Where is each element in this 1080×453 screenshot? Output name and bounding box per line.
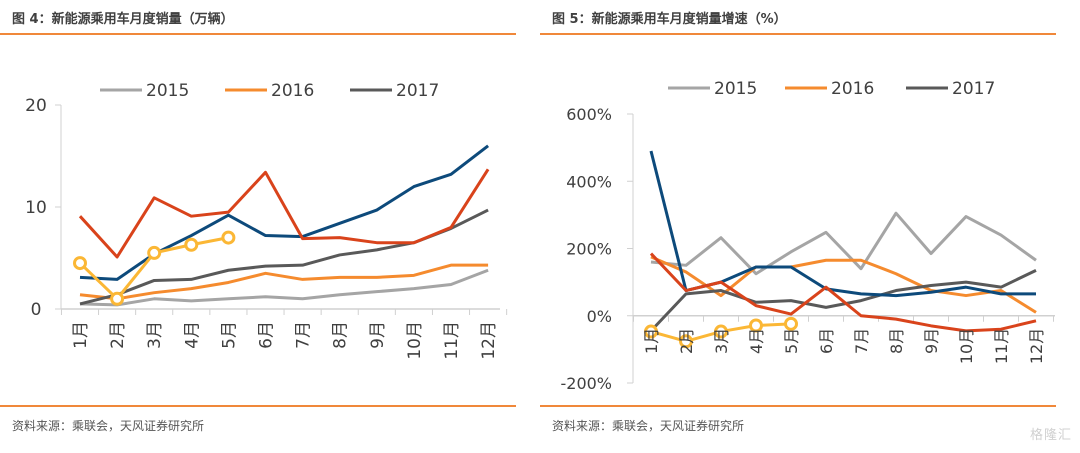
title-divider bbox=[0, 33, 516, 35]
y-tick-label: 0% bbox=[587, 307, 612, 326]
legend-label: 2016 bbox=[271, 81, 314, 101]
x-tick-label: 10月 bbox=[957, 328, 976, 364]
y-tick-label: 600% bbox=[566, 105, 612, 124]
source-note: 资料来源：乘联会，天风证券研究所 bbox=[552, 419, 745, 433]
chart-title: 图 4：新能源乘用车月度销量（万辆） bbox=[12, 12, 234, 27]
x-tick-label: 5月 bbox=[219, 321, 239, 349]
x-tick-label: 7月 bbox=[852, 328, 871, 354]
y-tick-label: 0 bbox=[31, 300, 42, 320]
legend-label: 2017 bbox=[396, 81, 439, 101]
x-tick-label: 9月 bbox=[922, 328, 941, 354]
series-line-series-blue bbox=[79, 144, 490, 281]
data-point-series-yellow bbox=[110, 291, 125, 306]
x-tick-label: 12月 bbox=[1027, 328, 1046, 364]
data-point-series-yellow bbox=[679, 334, 693, 349]
data-point-series-yellow bbox=[784, 316, 798, 331]
x-tick-label: 7月 bbox=[294, 321, 314, 349]
x-tick-label: 2月 bbox=[677, 328, 696, 354]
x-tick-label: 8月 bbox=[331, 321, 351, 349]
source-divider bbox=[0, 405, 516, 407]
y-tick-label: -200% bbox=[560, 374, 612, 393]
x-tick-label: 5月 bbox=[782, 328, 801, 354]
series-line-series-red bbox=[78, 168, 490, 259]
series-line-series-red bbox=[649, 252, 1037, 333]
x-tick-label: 8月 bbox=[887, 328, 906, 354]
y-tick-label: 400% bbox=[566, 172, 612, 191]
legend-label: 2015 bbox=[146, 81, 189, 101]
x-tick-label: 11月 bbox=[442, 321, 462, 360]
sales-growth-chart: 2015 2016 2017 -200% 0% 200% 400% 600% 1月 2月 3月 4月 5… bbox=[560, 79, 1055, 393]
figure-4-panel: 图 4：新能源乘用车月度销量（万辆） 2015 2016 2017 0 10 20 1月 2月… bbox=[0, 0, 516, 453]
legend-item-2017: 2017 bbox=[906, 79, 995, 99]
legend-label: 2016 bbox=[831, 79, 874, 99]
series-line-2017 bbox=[79, 208, 489, 306]
data-point-series-yellow bbox=[749, 318, 763, 333]
x-tick-label: 2月 bbox=[108, 321, 128, 349]
x-tick-label: 3月 bbox=[712, 328, 731, 354]
legend-item-2017: 2017 bbox=[350, 81, 439, 101]
watermark-logo: 格隆汇 bbox=[1029, 428, 1072, 443]
data-point-series-yellow bbox=[147, 245, 162, 260]
legend-label: 2015 bbox=[714, 79, 757, 99]
source-note: 资料来源：乘联会，天风证券研究所 bbox=[12, 419, 205, 433]
data-point-series-yellow bbox=[221, 230, 236, 245]
series-line-2017 bbox=[649, 269, 1037, 332]
x-tick-label: 11月 bbox=[992, 328, 1011, 364]
x-tick-label: 9月 bbox=[368, 321, 388, 349]
figure-5-panel: 图 5：新能源乘用车月度销量增速（%） 2015 2016 2017 -200% 0% 2… bbox=[540, 0, 1056, 453]
legend-item-2015: 2015 bbox=[668, 79, 757, 99]
y-tick-label: 20 bbox=[25, 96, 47, 116]
chart-title: 图 5：新能源乘用车月度销量增速（%） bbox=[552, 12, 787, 27]
x-tick-label: 3月 bbox=[145, 321, 165, 349]
series-line-2016 bbox=[79, 263, 489, 301]
legend-item-2016: 2016 bbox=[785, 79, 874, 99]
legend-item-2015: 2015 bbox=[100, 81, 189, 101]
data-point-series-yellow bbox=[184, 237, 199, 252]
source-divider bbox=[540, 405, 1056, 407]
x-tick-label: 4月 bbox=[182, 321, 202, 349]
x-tick-label: 10月 bbox=[405, 321, 425, 360]
y-tick-label: 200% bbox=[566, 240, 612, 259]
data-point-series-yellow bbox=[714, 324, 728, 339]
series-line-2015 bbox=[79, 268, 489, 307]
x-tick-label: 6月 bbox=[257, 321, 277, 349]
sales-volume-chart: 2015 2016 2017 0 10 20 1月 2月 3月 4月 5月 6月 7月 8月 9月 10月 11… bbox=[25, 81, 508, 360]
legend-label: 2017 bbox=[952, 79, 995, 99]
x-tick-label: 4月 bbox=[747, 328, 766, 354]
title-divider bbox=[540, 33, 1056, 35]
x-tick-label: 1月 bbox=[71, 321, 91, 349]
legend-item-2016: 2016 bbox=[225, 81, 314, 101]
x-tick-label: 12月 bbox=[479, 321, 499, 360]
x-tick-label: 6月 bbox=[817, 328, 836, 354]
data-point-series-yellow bbox=[644, 324, 658, 339]
x-tick-label: 1月 bbox=[642, 328, 661, 354]
data-point-series-yellow bbox=[73, 256, 87, 271]
series-line-2015 bbox=[650, 211, 1037, 276]
y-tick-label: 10 bbox=[25, 198, 47, 218]
